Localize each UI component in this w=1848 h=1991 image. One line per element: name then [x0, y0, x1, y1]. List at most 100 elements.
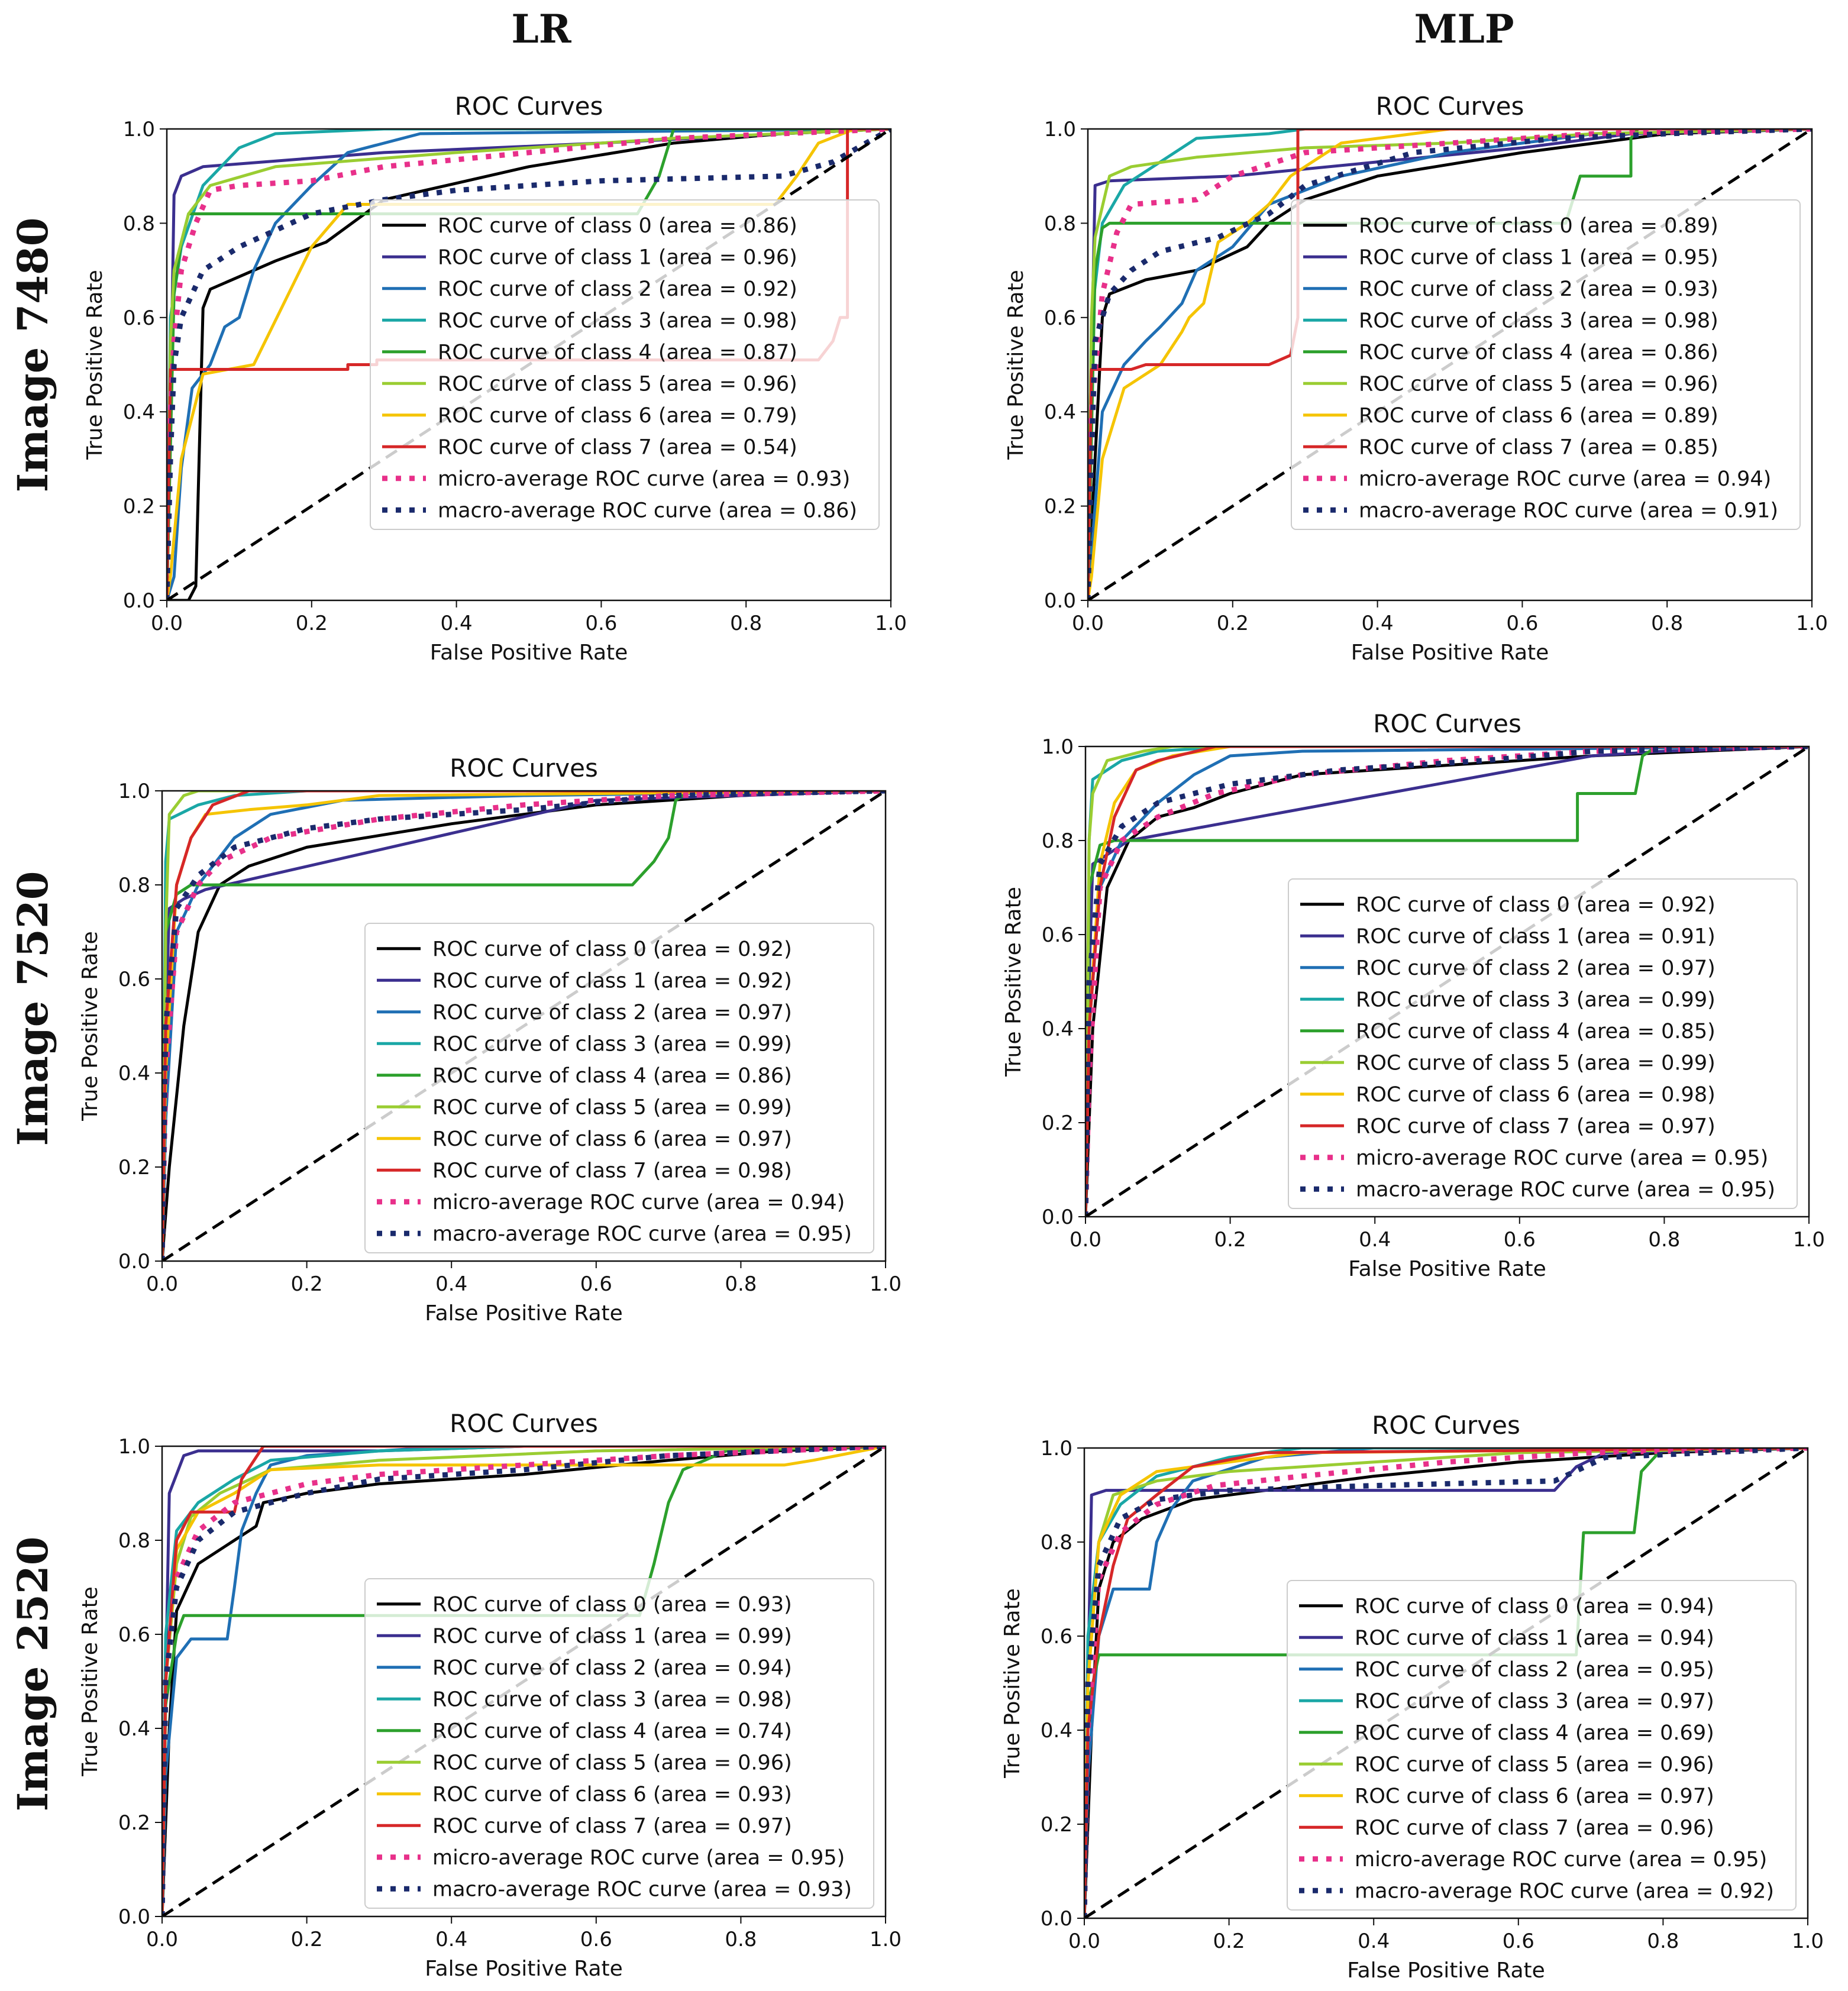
x-tick-label: 0.4	[1358, 1929, 1390, 1953]
column-title-mlp: MLP	[1414, 6, 1514, 52]
y-tick-label: 0.4	[123, 400, 155, 424]
x-tick-label: 0.0	[1068, 1929, 1100, 1953]
legend-entry: ROC curve of class 0 (area = 0.89)	[1359, 214, 1718, 238]
x-tick-label: 0.0	[146, 1928, 178, 1951]
y-tick-label: 0.2	[1041, 1813, 1072, 1837]
axes-frame	[1083, 1447, 1809, 1919]
y-tick-label: 1.0	[123, 118, 155, 141]
y-tick-label: 1.0	[1042, 735, 1074, 759]
x-tick-label: 0.8	[730, 612, 762, 635]
x-tick-label: 0.2	[296, 612, 328, 635]
x-tick-label: 1.0	[870, 1272, 902, 1296]
x-axis-label: False Positive Rate	[425, 1301, 623, 1326]
legend-entry: ROC curve of class 5 (area = 0.96)	[1355, 1753, 1714, 1776]
roc-series-line	[1084, 1448, 1808, 1918]
roc-series-line	[162, 791, 886, 1261]
x-axis-label: False Positive Rate	[430, 641, 628, 665]
y-tick-label: 0.8	[123, 212, 155, 235]
legend: ROC curve of class 0 (area = 0.94) ROC cu…	[1287, 1580, 1797, 1911]
legend-entry: macro-average ROC curve (area = 0.92)	[1355, 1879, 1774, 1903]
x-tick-label: 0.6	[585, 612, 617, 635]
x-tick-label: 0.4	[1359, 1228, 1391, 1252]
roc-series-line	[162, 791, 886, 1261]
legend-entry: ROC curve of class 3 (area = 0.97)	[1355, 1689, 1714, 1713]
x-tick-label: 0.8	[725, 1272, 757, 1296]
legend-entry: ROC curve of class 1 (area = 0.92)	[432, 969, 792, 993]
roc-series-line	[1088, 129, 1812, 600]
legend-entry: ROC curve of class 2 (area = 0.92)	[438, 277, 797, 301]
legend-entry: ROC curve of class 7 (area = 0.85)	[1359, 435, 1718, 459]
legend-entry: ROC curve of class 1 (area = 0.95)	[1359, 245, 1718, 269]
legend-entry: ROC curve of class 3 (area = 0.99)	[1356, 988, 1715, 1011]
legend: ROC curve of class 0 (area = 0.86) ROC cu…	[370, 199, 880, 530]
legend-entry: ROC curve of class 4 (area = 0.87)	[438, 341, 797, 364]
roc-series-line	[167, 129, 891, 600]
roc-panel: ROC Curves False Positive Rate True Positi…	[1001, 709, 1825, 1281]
chart-title: ROC Curves	[455, 92, 603, 121]
chart-title: ROC Curves	[1372, 1411, 1520, 1440]
legend-box	[364, 1578, 874, 1909]
legend-entry: ROC curve of class 0 (area = 0.92)	[432, 938, 792, 961]
x-axis-label: False Positive Rate	[1348, 1257, 1546, 1281]
legend-entry: ROC curve of class 3 (area = 0.99)	[432, 1032, 792, 1056]
x-tick-label: 0.6	[1504, 1228, 1536, 1252]
y-axis-label: True Positive Rate	[1000, 1588, 1025, 1779]
legend-entry: ROC curve of class 5 (area = 0.96)	[432, 1751, 792, 1775]
roc-series-line	[162, 791, 886, 1261]
chart-title: ROC Curves	[450, 754, 598, 783]
y-tick-label: 0.6	[1042, 923, 1074, 947]
roc-series-line	[1088, 129, 1812, 600]
roc-series-line	[1084, 1448, 1808, 1918]
legend-entry: ROC curve of class 3 (area = 0.98)	[432, 1688, 792, 1711]
x-tick-label: 0.2	[291, 1928, 323, 1951]
legend-entry: ROC curve of class 2 (area = 0.93)	[1359, 277, 1718, 301]
axes-frame	[166, 128, 892, 602]
roc-series-line	[1084, 1448, 1808, 1918]
x-tick-label: 0.8	[725, 1928, 757, 1951]
roc-panel: ROC Curves False Positive Rate True Positi…	[78, 1409, 902, 1981]
legend-entry: macro-average ROC curve (area = 0.95)	[432, 1222, 852, 1246]
legend-entry: ROC curve of class 4 (area = 0.69)	[1355, 1721, 1714, 1745]
roc-series-line	[162, 791, 886, 1261]
row-title-image-7520: Image 7520	[8, 871, 57, 1146]
x-tick-label: 0.0	[151, 612, 183, 635]
y-tick-label: 0.2	[118, 1811, 150, 1835]
legend-entry: ROC curve of class 5 (area = 0.99)	[432, 1095, 792, 1119]
legend: ROC curve of class 0 (area = 0.93) ROC cu…	[364, 1578, 874, 1909]
y-tick-label: 0.8	[1044, 212, 1076, 235]
y-tick-label: 1.0	[1041, 1437, 1072, 1460]
y-axis-label: True Positive Rate	[78, 931, 102, 1121]
roc-series-line	[162, 791, 886, 1261]
legend-entry: ROC curve of class 2 (area = 0.97)	[432, 1001, 792, 1024]
x-tick-label: 0.0	[146, 1272, 178, 1296]
axes-frame	[1087, 128, 1813, 602]
x-tick-label: 1.0	[1793, 1228, 1825, 1252]
x-tick-label: 0.2	[1213, 1929, 1245, 1953]
roc-series-line	[1088, 129, 1812, 600]
roc-panel: ROC Curves False Positive Rate True Positi…	[78, 754, 902, 1326]
x-tick-label: 0.4	[1362, 612, 1394, 635]
roc-series-line	[162, 791, 886, 1261]
legend-entry: ROC curve of class 2 (area = 0.95)	[1355, 1658, 1714, 1682]
x-tick-label: 0.8	[1647, 1929, 1679, 1953]
y-tick-label: 0.8	[118, 1529, 150, 1553]
legend-entry: ROC curve of class 1 (area = 0.99)	[432, 1624, 792, 1648]
legend-box	[1288, 878, 1798, 1209]
x-tick-label: 1.0	[875, 612, 907, 635]
y-tick-label: 0.6	[118, 1623, 150, 1647]
roc-series-line	[1084, 1448, 1808, 1918]
legend-entry: ROC curve of class 7 (area = 0.98)	[432, 1159, 792, 1182]
roc-series-line	[1084, 1448, 1808, 1918]
roc-series-line	[167, 129, 891, 600]
roc-series-line	[1085, 746, 1809, 1217]
x-axis-label: False Positive Rate	[1347, 1958, 1545, 1983]
legend-entry: ROC curve of class 1 (area = 0.94)	[1355, 1626, 1714, 1650]
legend-entry: ROC curve of class 7 (area = 0.54)	[438, 435, 797, 459]
y-tick-label: 0.2	[1044, 495, 1076, 519]
roc-series-line	[1088, 129, 1812, 600]
legend-entry: ROC curve of class 6 (area = 0.93)	[432, 1783, 792, 1806]
y-tick-label: 0.4	[1042, 1017, 1074, 1041]
y-tick-label: 1.0	[1044, 118, 1076, 141]
y-tick-label: 0.2	[1042, 1111, 1074, 1135]
y-tick-label: 0.4	[1044, 400, 1076, 424]
